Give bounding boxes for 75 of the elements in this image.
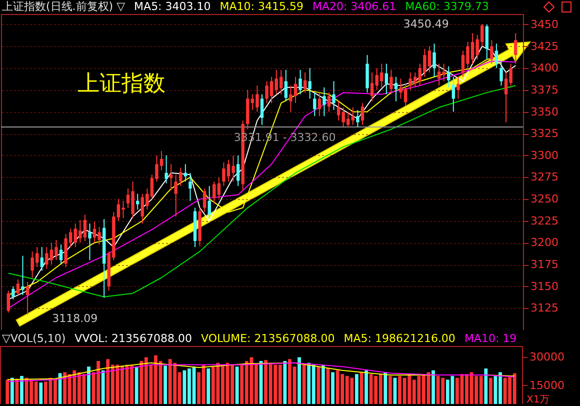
candlestick (208, 185, 211, 219)
text: VVOL: 213567088.00 (74, 332, 192, 345)
candlestick (12, 286, 15, 300)
y-tick-label: 3450 (530, 18, 558, 31)
annotation: 3450.49 (403, 17, 449, 30)
text: MA60: 3379.73 (405, 0, 489, 13)
candlestick (332, 80, 336, 111)
candlestick (494, 43, 498, 69)
y-tick-label: 30000 (530, 350, 564, 364)
text: MA5: 3403.10 (134, 0, 211, 13)
chart-title: 上证指数(日线.前复权) ▽ (2, 0, 126, 13)
candlestick (212, 181, 216, 204)
text: VOLUME: 213567088.00 (200, 332, 335, 345)
y-tick-label: 3225 (530, 214, 558, 228)
candlestick (485, 24, 488, 60)
candlestick (88, 223, 92, 261)
candlestick (260, 94, 264, 126)
text: MA10: 19 (464, 332, 517, 345)
text: MA5: 198621216.00 (344, 332, 456, 345)
candlestick (308, 68, 312, 100)
y-tick-label: 3425 (530, 40, 558, 53)
candlestick (6, 290, 10, 314)
y-tick-label: 3375 (530, 83, 558, 96)
candlestick (59, 244, 63, 264)
candlestick (432, 43, 436, 78)
y-tick-label: 3275 (530, 170, 558, 184)
candlestick (313, 92, 316, 117)
candlestick (184, 164, 188, 182)
y-tick-label: 3300 (530, 148, 558, 162)
candlestick (360, 102, 364, 126)
candlestick (236, 154, 240, 186)
annotation: 3118.09 (52, 312, 98, 325)
annotation: 上证指数 (78, 72, 166, 97)
y-tick-label: 3400 (530, 62, 558, 75)
candlestick (16, 278, 20, 296)
y-tick-label: 15000 (530, 378, 564, 392)
candlestick (136, 193, 140, 210)
candlestick (384, 63, 388, 95)
candlestick (179, 167, 182, 186)
candlestick (202, 188, 206, 213)
candlestick (394, 76, 398, 102)
y-tick-label: 3175 (530, 258, 558, 272)
candlestick (188, 172, 192, 202)
candlestick (40, 246, 44, 272)
candlestick (284, 69, 288, 102)
candlestick (456, 76, 460, 100)
candlestick (390, 69, 393, 95)
y-tick-label: 3125 (530, 302, 558, 315)
candlestick (318, 92, 322, 117)
candlestick (500, 58, 503, 86)
candlestick (514, 32, 518, 64)
y-tick-label: 3350 (530, 105, 558, 118)
candlestick (356, 110, 360, 128)
candlestick (351, 106, 355, 126)
candlestick (452, 76, 455, 112)
candlestick (327, 92, 331, 112)
text: MA10: 3415.59 (220, 0, 304, 13)
candlestick (298, 69, 302, 95)
candlestick (26, 281, 30, 315)
candlestick (490, 40, 494, 64)
candlestick (21, 255, 24, 296)
y-tick-label: 3325 (530, 127, 558, 140)
text: MA20: 3406.61 (312, 0, 396, 13)
candlestick (303, 72, 307, 94)
candlestick (322, 86, 326, 117)
candlestick (169, 164, 173, 191)
y-tick-label: 3200 (530, 236, 558, 250)
y-tick-label: 3150 (530, 280, 558, 293)
candlestick (217, 176, 221, 200)
candlestick (447, 66, 450, 88)
y-axis-title: X1万 (526, 394, 550, 406)
chart-title: ▽VOL(5,10) (2, 332, 66, 345)
candlestick (174, 174, 178, 218)
y-tick-label: 3250 (530, 192, 558, 206)
candlestick (164, 154, 168, 184)
